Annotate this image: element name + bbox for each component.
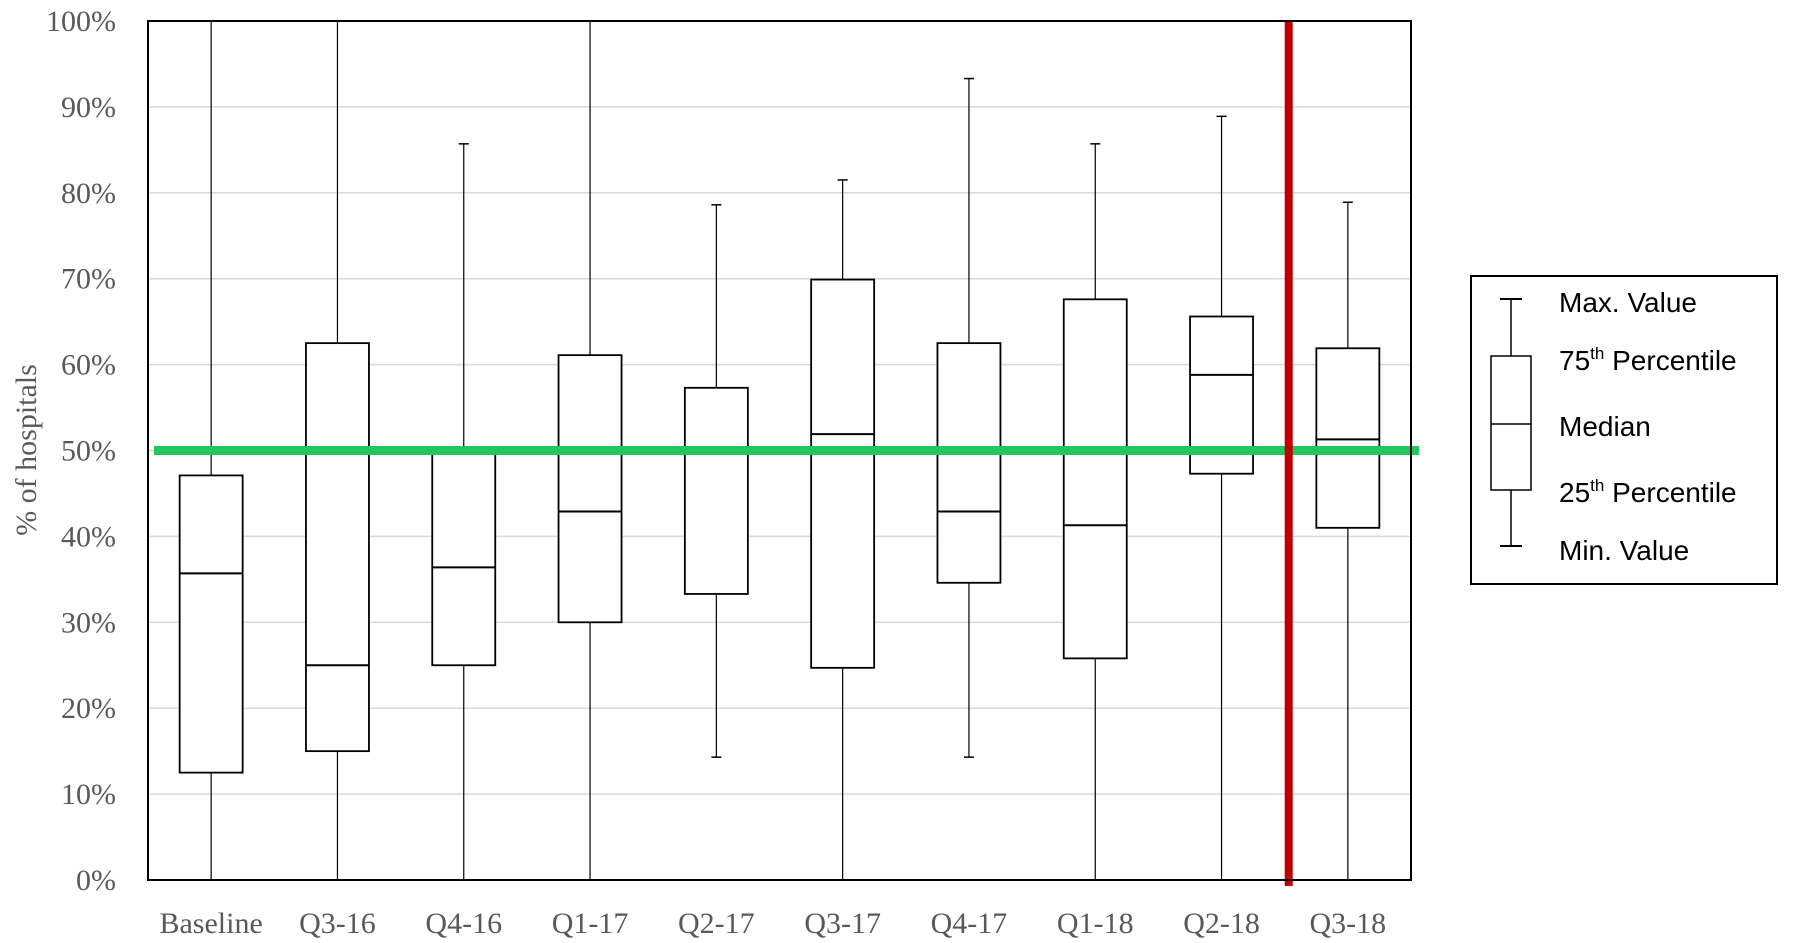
box-baseline [178,21,244,880]
y-tick-label: 10% [61,778,116,811]
legend-label-75th: 75th Percentile [1559,344,1737,376]
y-tick-label: 90% [61,91,116,124]
x-tick-label: Q3-17 [804,907,881,940]
x-tick-label: Q2-17 [678,907,755,940]
y-tick-label: 80% [61,177,116,210]
legend-label-25th: 25th Percentile [1559,476,1737,508]
y-tick-label: 30% [61,606,116,639]
iqr-box [810,278,876,669]
box-q1-18 [1062,143,1128,880]
legend-box [1490,355,1532,491]
iqr-box [683,386,749,595]
y-tick-label: 0% [76,864,116,897]
x-tick-label: Baseline [159,907,262,940]
y-tick-label: 50% [61,435,116,468]
iqr-box [1315,347,1381,529]
box-q3-16 [305,21,370,880]
box-q4-16 [431,143,497,880]
box-q4-17 [936,77,1002,758]
reference-lines [154,20,1419,886]
x-tick-label: Q4-16 [425,907,502,940]
legend-label-median: Median [1559,411,1651,442]
box-q3-17 [810,179,876,880]
x-tick-label: Q1-17 [552,907,629,940]
iqr-box [305,342,370,753]
y-tick-label: 100% [46,5,116,38]
plot-frame [147,20,1412,881]
iqr-box [431,449,497,667]
box-q3-18 [1315,201,1381,880]
y-tick-label: 40% [61,520,116,553]
legend-label-min: Min. Value [1559,535,1689,566]
box-q1-17 [557,21,623,880]
box-q2-18 [1189,115,1254,880]
y-tick-label: 60% [61,349,116,382]
x-axis-ticks: Baseline Q3-16 Q4-16 Q1-17 Q2-17 Q3-17 Q4-17 Q1… [159,907,1386,940]
x-tick-label: Q3-16 [299,907,376,940]
x-tick-label: Q1-18 [1057,907,1134,940]
y-axis-ticks: 0% 10% 20% 30% 40% 50% 60% 70% 80% 90% 100% [46,5,116,897]
iqr-box [178,474,244,774]
y-axis-title: % of hospitals [10,364,43,536]
y-tick-label: 20% [61,692,116,725]
iqr-box [1062,298,1128,660]
x-tick-label: Q2-18 [1183,907,1260,940]
legend-label-max: Max. Value [1559,287,1697,318]
x-tick-label: Q4-17 [931,907,1008,940]
boxes [178,21,1381,880]
y-tick-label: 70% [61,263,116,296]
iqr-box [936,342,1002,584]
iqr-box [557,354,623,624]
legend: Max. Value 75th Percentile Median 25th P… [1470,275,1778,585]
x-tick-label: Q3-18 [1310,907,1387,940]
box-q2-17 [683,204,749,758]
